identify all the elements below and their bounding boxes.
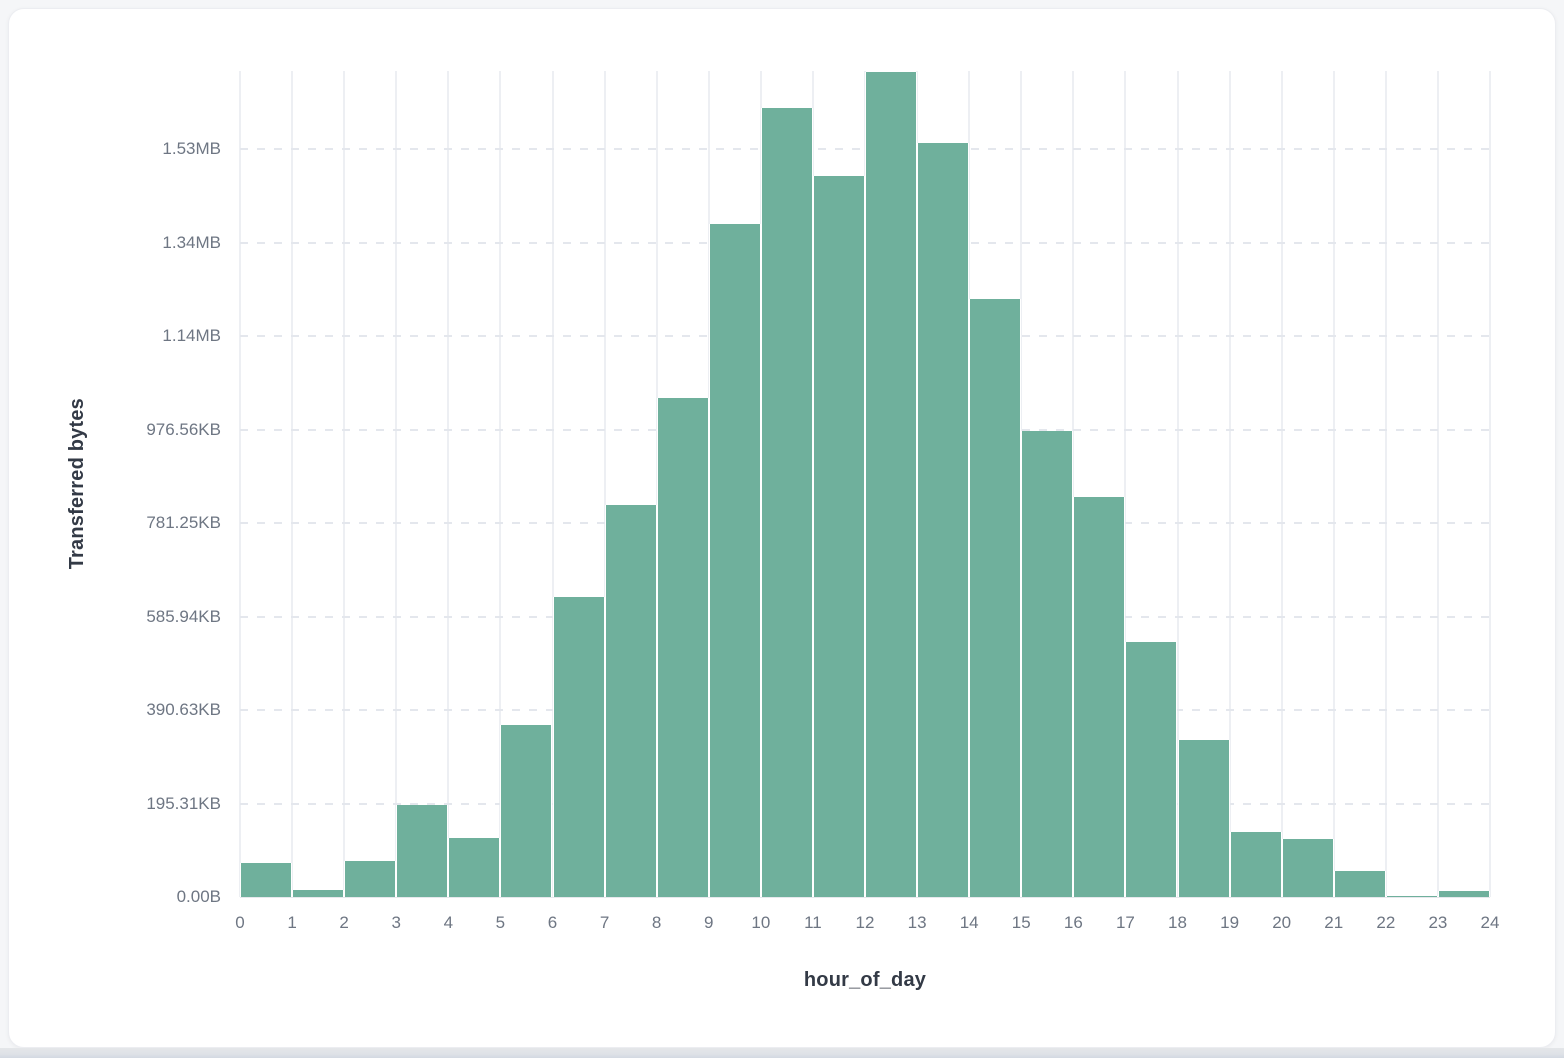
bar-hour-14[interactable] — [969, 299, 1022, 897]
bar-hour-18[interactable] — [1177, 740, 1230, 897]
vertical-gridline — [291, 71, 294, 897]
y-tick-label: 976.56KB — [146, 419, 221, 439]
x-tick-label: 12 — [855, 913, 875, 932]
bar-hour-2[interactable] — [344, 860, 397, 897]
plot-area[interactable] — [239, 71, 1491, 898]
y-tick-label: 585.94KB — [146, 606, 221, 626]
y-tick-label: 781.25KB — [146, 513, 221, 533]
vertical-gridline — [447, 71, 450, 897]
bar-hour-15[interactable] — [1021, 431, 1074, 897]
vertical-gridline — [499, 71, 502, 897]
vertical-gridline — [603, 71, 606, 897]
vertical-gridline — [1436, 71, 1439, 897]
x-tick-label: 11 — [804, 913, 822, 932]
bar-hour-13[interactable] — [917, 143, 970, 897]
vertical-gridline — [343, 71, 346, 897]
x-tick-label: 19 — [1220, 913, 1240, 932]
vertical-gridline — [1332, 71, 1335, 897]
bar-hour-21[interactable] — [1333, 870, 1386, 897]
x-tick-label: 13 — [907, 913, 927, 932]
x-tick-label: 3 — [391, 913, 401, 932]
y-tick-label: 390.63KB — [146, 700, 221, 720]
window-bottom-edge — [0, 1048, 1564, 1058]
bar-hour-11[interactable] — [812, 176, 865, 897]
x-tick-label: 15 — [1011, 913, 1031, 932]
bar-hour-5[interactable] — [500, 725, 553, 897]
vertical-gridline — [239, 71, 241, 897]
bar-hour-22[interactable] — [1385, 895, 1438, 897]
x-tick-label: 7 — [599, 913, 610, 932]
y-tick-label: 1.14MB — [162, 326, 221, 346]
x-tick-label: 1 — [287, 913, 297, 932]
bar-hour-20[interactable] — [1281, 838, 1334, 897]
y-tick-label: 195.31KB — [146, 793, 221, 813]
vertical-gridline — [1072, 71, 1075, 897]
y-tick-label: 0.00B — [176, 887, 221, 906]
x-tick-label: 23 — [1428, 913, 1448, 932]
bar-hour-8[interactable] — [656, 398, 709, 897]
bar-hour-4[interactable] — [448, 838, 501, 897]
vertical-gridline — [395, 71, 398, 897]
x-tick-label: 2 — [339, 913, 349, 932]
bar-hour-19[interactable] — [1229, 831, 1282, 897]
y-axis-tick-labels: 0.00B 195.31KB 390.63KB 585.94KB 781.25KB 976… — [9, 71, 221, 906]
vertical-gridline — [1384, 71, 1387, 897]
bar-hour-6[interactable] — [552, 597, 605, 897]
x-tick-label: 20 — [1272, 913, 1292, 932]
x-tick-label: 10 — [751, 913, 771, 932]
x-tick-label: 4 — [443, 913, 454, 932]
x-tick-label: 14 — [959, 913, 979, 932]
bar-hour-17[interactable] — [1125, 642, 1178, 897]
x-axis-tick-labels: 0 1 2 3 4 5 6 7 8 9 10 11 12 13 14 15 16 17 18 19 20 21 22 23 24 — [235, 897, 1499, 933]
x-tick-label: 24 — [1480, 913, 1500, 932]
bar-hour-10[interactable] — [760, 107, 813, 897]
bar-hour-0[interactable] — [240, 863, 293, 897]
x-tick-label: 16 — [1063, 913, 1083, 932]
x-tick-label: 0 — [235, 913, 245, 932]
x-tick-label: 18 — [1168, 913, 1187, 932]
vertical-gridline — [1124, 71, 1127, 897]
bar-hour-12[interactable] — [865, 72, 918, 897]
bar-hour-1[interactable] — [292, 890, 345, 897]
vertical-gridline — [1280, 71, 1283, 897]
x-tick-label: 5 — [495, 913, 506, 932]
y-tick-label: 1.34MB — [162, 232, 221, 252]
x-tick-label: 17 — [1115, 913, 1135, 932]
x-tick-label: 8 — [651, 913, 662, 932]
bar-hour-3[interactable] — [396, 805, 449, 897]
chart-card: Transferred bytes 0.00B 195.31KB 390.63KB 5… — [8, 8, 1556, 1048]
x-tick-label: 9 — [704, 913, 714, 932]
x-axis-title: hour_of_day — [803, 969, 927, 991]
x-tick-label: 22 — [1376, 913, 1396, 932]
bar-hour-16[interactable] — [1073, 497, 1126, 897]
vertical-gridline — [1176, 71, 1179, 897]
vertical-gridline — [1489, 71, 1491, 897]
x-tick-label: 21 — [1324, 913, 1344, 932]
x-tick-label: 6 — [547, 913, 558, 932]
bar-hour-7[interactable] — [604, 504, 657, 897]
y-tick-label: 1.53MB — [162, 139, 221, 159]
vertical-gridline — [1228, 71, 1231, 897]
vertical-gridline — [551, 71, 554, 897]
bar-hour-9[interactable] — [708, 223, 761, 897]
bar-hour-23[interactable] — [1437, 891, 1490, 897]
